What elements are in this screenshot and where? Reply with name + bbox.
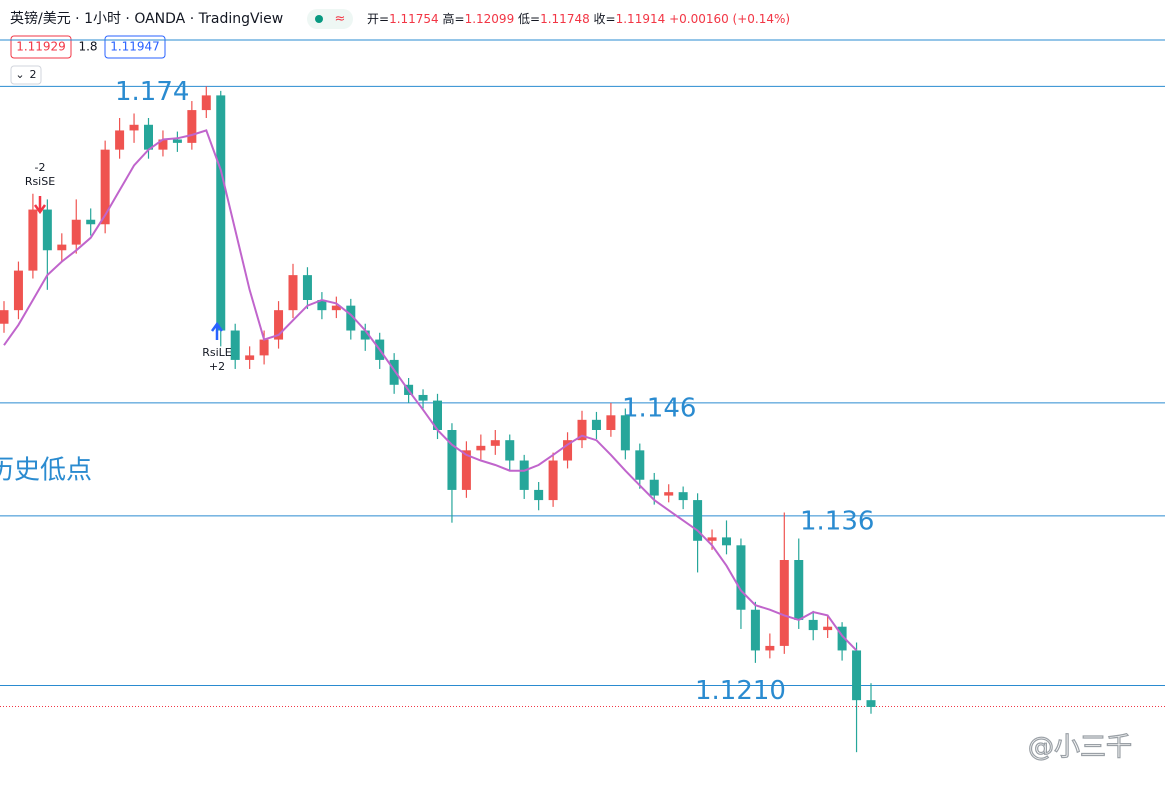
signal-qty: +2 [209, 360, 225, 373]
candle-body [505, 440, 515, 461]
candle-body [519, 460, 529, 490]
bid-box[interactable] [10, 35, 72, 59]
candle-body [389, 359, 399, 385]
ohlc-value: 1.11914 [616, 12, 666, 26]
candle-body [216, 95, 226, 331]
level-label: 1.136 [800, 506, 874, 536]
ask: 1.11947 [110, 40, 160, 54]
candle-body [360, 330, 370, 340]
candle-body [765, 645, 775, 651]
candle-body [201, 95, 211, 111]
signal-name: RsiSE [25, 175, 55, 188]
level-label: 1.174 [115, 77, 189, 107]
candle-body [852, 650, 862, 701]
candle-body [274, 310, 284, 340]
candle-body [57, 244, 67, 251]
candle-body [534, 489, 544, 501]
ohlc-change: +0.00160 (+0.14%) [669, 12, 790, 26]
ohlc-label: 低= [518, 12, 540, 26]
candle-body [317, 300, 327, 311]
candle-body [866, 700, 876, 707]
ohlc-value: 1.12099 [465, 12, 515, 26]
sell-arrow [33, 196, 47, 215]
candle-body [620, 415, 630, 451]
candle-body [808, 619, 818, 631]
candle-body [837, 626, 847, 651]
candle-body [433, 400, 442, 430]
candle-body [245, 355, 255, 360]
candle-body [302, 275, 312, 300]
collapse-button[interactable] [10, 65, 42, 85]
level-label: 1.1210 [695, 676, 786, 706]
signal-name: RsiLE [202, 346, 232, 359]
candle-body [577, 419, 587, 441]
candle-body [42, 209, 52, 251]
collapse-count: 2 [30, 68, 37, 81]
ohlc-label: 高= [443, 11, 465, 26]
candle-body [461, 450, 471, 490]
ask-box[interactable] [104, 35, 166, 59]
candle-body [0, 310, 9, 324]
candle-body [678, 492, 688, 501]
candle-body [591, 419, 601, 430]
candle-body [187, 110, 197, 143]
ohlc: 开=1.11754 高=1.12099 低=1.11748 收=1.11914 … [367, 11, 790, 26]
candle-body [288, 275, 298, 311]
candle-body [115, 130, 125, 150]
candle-body [259, 339, 269, 356]
candle-body [779, 560, 789, 646]
candle-body [707, 537, 717, 541]
candle-body [606, 415, 616, 430]
ohlc-label: 收= [594, 12, 616, 26]
candle-body [548, 460, 558, 501]
candle-body [750, 609, 760, 651]
ohlc-value: 1.11754 [389, 12, 439, 26]
candle-body [331, 305, 341, 311]
candle-body [86, 219, 96, 225]
bid: 1.11929 [16, 40, 66, 54]
spread: 1.8 [78, 40, 97, 54]
candle-body [490, 440, 500, 446]
buy-arrow [210, 321, 224, 340]
candle-body [129, 124, 139, 131]
candle-body [172, 139, 182, 143]
status-pill[interactable] [307, 9, 353, 29]
candle-body [100, 149, 110, 225]
candle-body [664, 492, 674, 496]
level-label: 1.146 [622, 393, 696, 423]
annotation: 历史低点 [0, 456, 92, 486]
candle-body [28, 209, 38, 271]
ohlc-label: 开= [367, 12, 389, 26]
status-dot [315, 15, 323, 23]
candle-body [158, 139, 168, 150]
moving-average [3, 129, 858, 652]
candle-body [693, 500, 703, 541]
candle-body [722, 537, 731, 546]
ohlc-value: 1.11748 [540, 12, 590, 26]
symbol-title: 英镑/美元 · 1小时 · OANDA · TradingView [10, 10, 283, 27]
candle-body [418, 394, 428, 401]
candle-body [823, 626, 833, 631]
candle-body [13, 270, 23, 311]
candle-body [144, 124, 153, 150]
candle-body [794, 560, 804, 620]
candle-body [346, 305, 356, 331]
candle-body [736, 545, 746, 610]
candle-body [635, 450, 645, 480]
collapse-icon: ⌄ [15, 68, 24, 81]
candle-body [649, 479, 659, 496]
candle-body [476, 445, 486, 451]
plot-area: 1.174 1.146 1.136 1.1210 [0, 77, 1165, 753]
candle-body [230, 330, 240, 360]
signal-qty: -2 [35, 161, 46, 174]
candle-body [563, 440, 573, 461]
watermark: @小三千 [1028, 733, 1132, 763]
candle-body [71, 219, 81, 245]
status-icon: ≈ [335, 12, 346, 27]
candle-body [447, 430, 457, 490]
